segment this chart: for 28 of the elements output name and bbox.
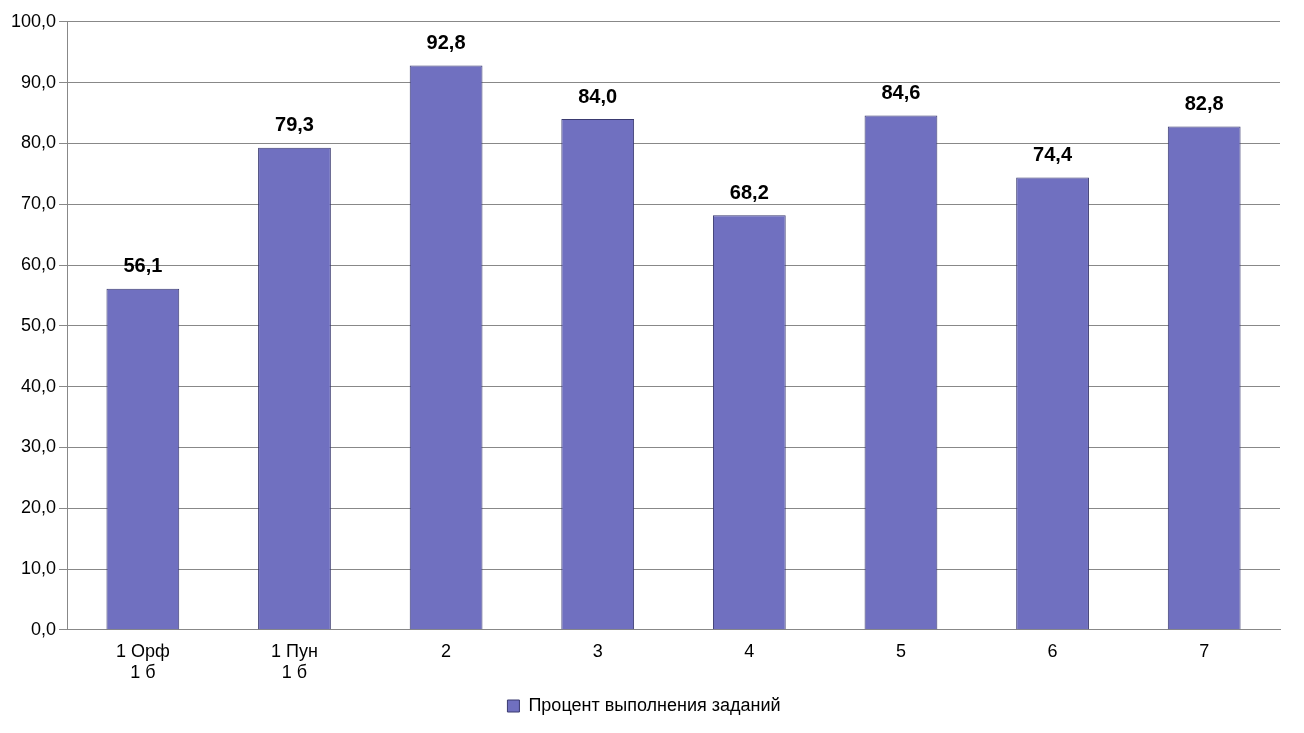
x-tick-label: 7 (1199, 640, 1210, 661)
data-label: 92,8 (426, 31, 466, 54)
y-tick-label: 90,0 (21, 71, 57, 92)
data-label: 74,4 (1033, 142, 1073, 165)
x-tick-label: 1 Пун 1 б (271, 640, 318, 683)
y-tick-label: 40,0 (21, 375, 57, 396)
x-tick-label: 6 (1047, 640, 1058, 661)
y-tick-label: 20,0 (21, 497, 57, 518)
x-tick-label: 2 (441, 640, 452, 661)
y-tick-label: 80,0 (21, 132, 57, 153)
data-label: 84,0 (578, 84, 618, 107)
legend-label: Процент выполнения заданий (528, 694, 781, 715)
y-tick-label: 100,0 (11, 10, 57, 31)
data-label: 82,8 (1184, 91, 1224, 114)
y-tick-label: 0,0 (31, 618, 57, 639)
data-label: 68,2 (729, 180, 769, 203)
y-tick-label: 50,0 (21, 314, 57, 335)
data-label: 84,6 (881, 80, 921, 103)
x-tick-label: 5 (895, 640, 906, 661)
x-tick-label: 4 (744, 640, 755, 661)
data-label: 79,3 (275, 113, 314, 136)
y-tick-label: 10,0 (21, 557, 57, 578)
y-tick-label: 60,0 (21, 253, 57, 274)
y-tick-label: 30,0 (21, 436, 57, 457)
y-tick-label: 70,0 (21, 193, 57, 214)
x-tick-label: 3 (592, 640, 603, 661)
data-label: 56,1 (123, 254, 163, 277)
x-tick-label: 1 Орф 1 б (115, 640, 170, 683)
